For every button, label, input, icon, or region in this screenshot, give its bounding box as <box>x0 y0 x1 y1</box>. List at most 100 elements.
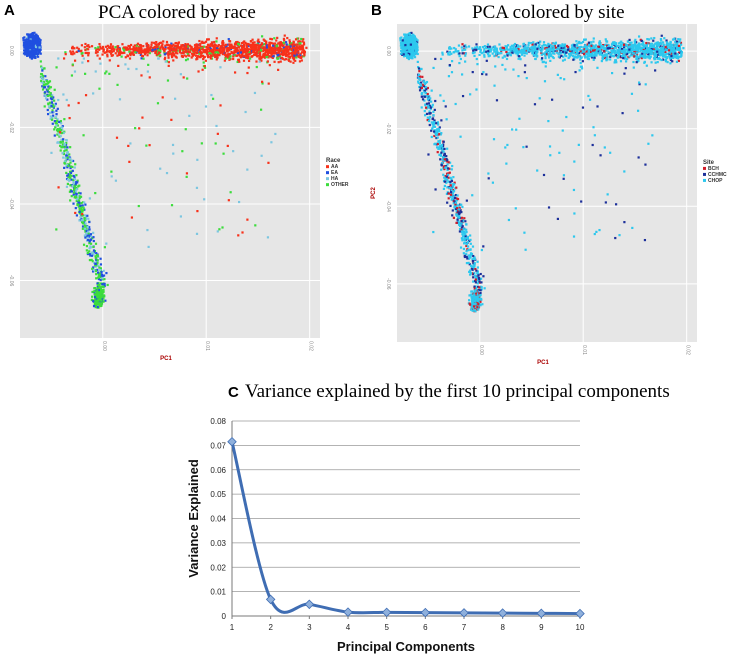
panel-a-point <box>29 52 33 55</box>
panel-a-point <box>56 133 59 136</box>
panel-a-point <box>29 56 32 59</box>
panel-a-point <box>80 44 84 47</box>
panel-a-point <box>103 295 106 298</box>
panel-a-point <box>54 126 57 129</box>
panel-a-point <box>31 48 34 51</box>
panel-b-point <box>408 34 411 37</box>
panel-a-point <box>167 47 170 50</box>
panel-a-point <box>66 156 69 159</box>
panel-a-point <box>223 44 226 47</box>
panel-a-point <box>254 43 257 47</box>
panel-a-point <box>130 43 133 47</box>
panel-a-point <box>75 180 78 184</box>
panel-a-point <box>83 72 87 75</box>
panel-a-point <box>87 54 90 57</box>
panel-a-point <box>128 50 131 53</box>
panel-a-point <box>46 108 49 112</box>
panel-a-point <box>36 49 40 52</box>
panel-a-point <box>287 52 290 56</box>
panel-a-point <box>101 290 105 294</box>
panel-a-point <box>22 39 25 42</box>
panel-a-point <box>277 42 280 45</box>
panel-a-point <box>48 105 51 108</box>
panel-a-point <box>275 45 278 48</box>
panel-a-point <box>219 66 222 69</box>
panel-a-point <box>88 250 91 253</box>
panel-a-point <box>268 41 271 44</box>
panel-a-point <box>96 284 99 287</box>
panel-a-point <box>172 152 175 155</box>
panel-a-point <box>253 91 257 95</box>
panel-a-point <box>200 41 203 44</box>
panel-a-point <box>197 55 200 58</box>
panel-a-point <box>65 98 68 102</box>
panel-a-point <box>245 49 248 52</box>
panel-a-point <box>46 85 50 88</box>
panel-a-point <box>146 228 149 232</box>
panel-a-point <box>79 192 82 195</box>
panel-a-point <box>69 166 72 170</box>
panel-a-point <box>78 196 81 200</box>
panel-a-point <box>91 290 94 294</box>
panel-a-point <box>135 67 138 71</box>
panel-a-point <box>273 60 276 63</box>
panel-a-point <box>22 37 25 40</box>
panel-a-point <box>240 53 243 56</box>
panel-a-point <box>74 190 77 193</box>
panel-a-point <box>290 48 294 52</box>
panel-a-point <box>102 269 105 272</box>
panel-a-point <box>278 41 281 44</box>
panel-a-point <box>39 40 42 43</box>
panel-a-point <box>33 31 36 34</box>
panel-a-point <box>232 57 235 61</box>
panel-a-point <box>94 299 97 302</box>
panel-a-point <box>209 47 212 50</box>
panel-a-point <box>291 45 294 48</box>
panel-a-point <box>29 36 33 39</box>
panel-a-point <box>173 45 176 48</box>
panel-a-point <box>75 214 79 217</box>
panel-a-point <box>106 55 109 58</box>
panel-a-point <box>56 124 59 127</box>
panel-a-point <box>96 289 99 292</box>
panel-a-point <box>32 37 36 40</box>
panel-a-point <box>52 96 55 99</box>
panel-a-point <box>186 77 189 80</box>
panel-a-point <box>172 54 175 57</box>
panel-a-point <box>151 49 154 52</box>
panel-a-point <box>88 228 91 231</box>
panel-a-point <box>175 56 178 59</box>
panel-a-point <box>69 184 72 187</box>
panel-a-point <box>55 109 58 112</box>
panel-a-point <box>170 45 174 48</box>
panel-a-point <box>65 148 68 152</box>
panel-a-point <box>228 48 231 51</box>
panel-a-point <box>188 54 191 57</box>
panel-a-point <box>69 176 72 179</box>
panel-a-point <box>89 254 92 257</box>
panel-a-point <box>280 44 284 47</box>
panel-a-point <box>272 52 275 55</box>
panel-a-point <box>177 41 181 44</box>
panel-a-point <box>75 174 78 177</box>
panel-a-point <box>122 46 126 49</box>
panel-a-point <box>81 61 84 64</box>
panel-a-point <box>194 51 197 54</box>
panel-a-point <box>290 43 293 46</box>
panel-a-point <box>30 43 33 47</box>
panel-a-point <box>224 53 227 57</box>
panel-a-point <box>75 200 78 203</box>
panel-a-point <box>119 49 122 53</box>
panel-a-point <box>88 240 91 243</box>
panel-b-point <box>407 33 410 36</box>
panel-a-point <box>147 51 150 54</box>
panel-a-point <box>31 52 34 55</box>
panel-a-point <box>254 51 257 54</box>
panel-a-point <box>66 182 69 186</box>
panel-a-x-tick-label: 0.00 <box>101 341 107 351</box>
panel-a-point <box>294 59 297 62</box>
panel-a-point <box>75 188 78 191</box>
panel-a-point <box>29 53 33 56</box>
panel-a-point <box>30 41 33 44</box>
panel-a-point <box>76 203 79 207</box>
